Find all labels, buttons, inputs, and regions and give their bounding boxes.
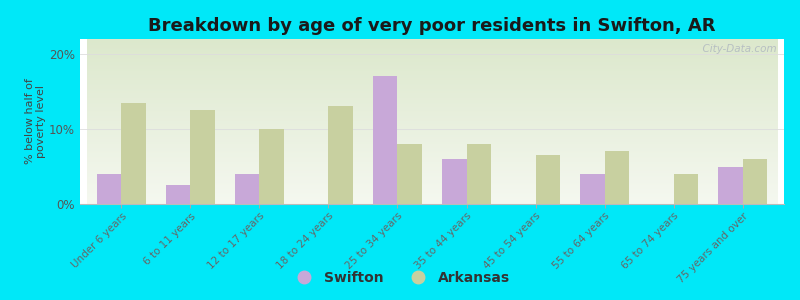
Bar <box>466 144 490 204</box>
Text: City-Data.com: City-Data.com <box>696 44 777 54</box>
Legend: Swifton, Arkansas: Swifton, Arkansas <box>285 265 515 290</box>
Bar <box>122 103 146 204</box>
Bar <box>98 174 122 204</box>
Bar <box>742 159 766 204</box>
Bar <box>442 159 466 204</box>
Bar <box>605 152 629 204</box>
Bar <box>259 129 284 204</box>
Bar <box>398 144 422 204</box>
Bar <box>166 185 190 204</box>
Bar <box>580 174 605 204</box>
Bar <box>329 106 353 204</box>
Bar <box>374 76 398 204</box>
Bar <box>190 110 214 204</box>
Title: Breakdown by age of very poor residents in Swifton, AR: Breakdown by age of very poor residents … <box>148 17 716 35</box>
Bar <box>674 174 698 204</box>
Bar <box>235 174 259 204</box>
Bar <box>535 155 560 204</box>
Bar <box>718 167 742 204</box>
Y-axis label: % below half of
poverty level: % below half of poverty level <box>25 79 46 164</box>
